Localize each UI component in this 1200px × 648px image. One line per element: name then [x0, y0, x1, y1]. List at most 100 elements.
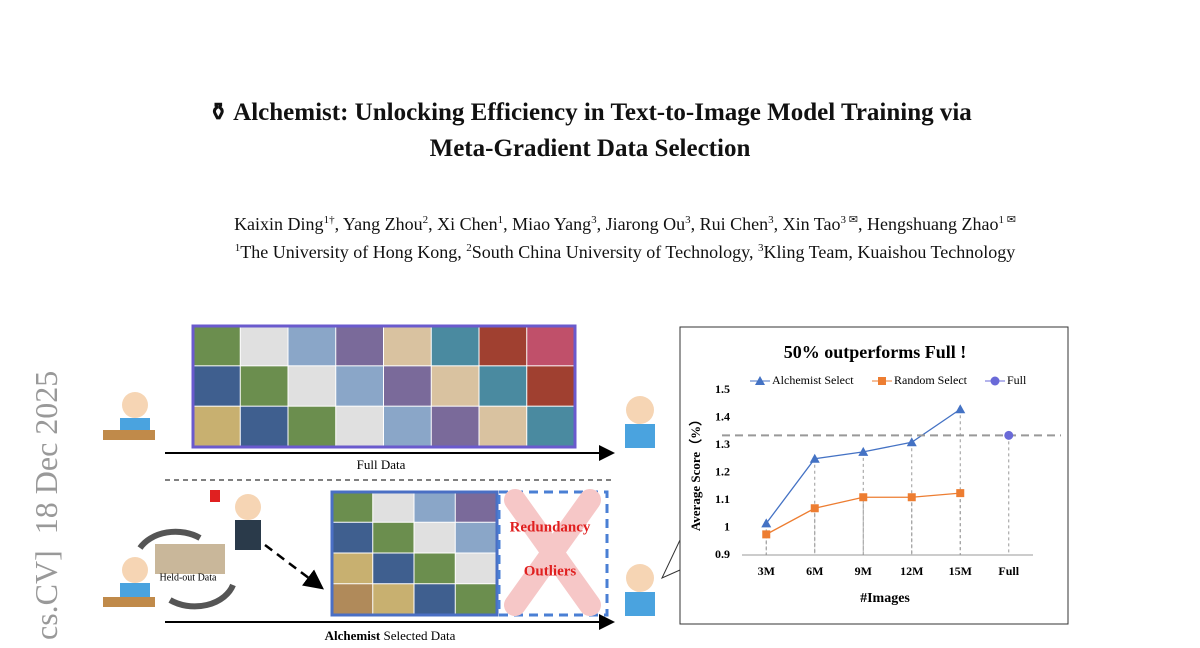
- label: Alchemist Selected Data: [325, 628, 456, 643]
- thumbnail: [332, 492, 373, 522]
- y-tick-label: 1.5: [715, 382, 730, 396]
- thumbnail: [479, 366, 527, 406]
- y-tick-label: 1: [724, 519, 730, 533]
- authors: Kaixin Ding1† Yang Zhou2 Xi Chen1 Miao Y…: [0, 213, 1200, 235]
- label-bold: Alchemist: [325, 628, 381, 643]
- marker: [809, 453, 820, 463]
- title-line: Meta-Gradient Data Selection: [429, 135, 751, 162]
- cycle-arrow: [168, 583, 236, 610]
- chart: 50% outperforms Full ! Average Score（%） #I…: [688, 342, 1061, 606]
- thumbnail: [336, 406, 383, 446]
- author-name: Kaixin Ding: [234, 214, 324, 234]
- thumbnail: [479, 326, 527, 366]
- thumbnail: [527, 326, 574, 366]
- cycle-arrow: [137, 528, 202, 550]
- label: Outliers: [524, 563, 577, 579]
- y-tick-label: 1.2: [715, 464, 730, 478]
- marker: [762, 530, 771, 539]
- thumbnail: [479, 406, 527, 446]
- chart-box: [679, 326, 1069, 625]
- thumbnail: [240, 406, 288, 446]
- person: [625, 564, 655, 616]
- author-name: Miao Yang: [512, 214, 592, 234]
- thumbnail: [288, 326, 336, 366]
- marker: [955, 404, 966, 414]
- thumbnail: [414, 553, 455, 584]
- label-rest: Selected Data: [384, 628, 456, 643]
- thumbnail: [414, 522, 455, 553]
- x-axis-label: #Images: [860, 591, 910, 606]
- author-name: Xi Chen: [437, 214, 498, 234]
- thumbnail: [384, 406, 431, 446]
- thumbnail: [332, 584, 373, 614]
- thumbnail: [336, 366, 383, 406]
- y-tick-label: 1.3: [715, 437, 730, 451]
- y-tick-label: 1.4: [715, 409, 730, 423]
- marker: [990, 376, 1000, 386]
- thumbnail: [414, 492, 455, 522]
- cross: [504, 489, 601, 616]
- author: Miao Yang3: [512, 214, 601, 234]
- y-tick-label: 1.1: [715, 492, 730, 506]
- aff-sup: 3: [757, 242, 764, 254]
- author-sup: 3: [685, 214, 691, 226]
- aff-name: Kling Team, Kuaishou Technology: [763, 242, 1016, 262]
- legend-label: Alchemist Select: [772, 373, 854, 387]
- aff-name: The University of Hong Kong: [240, 242, 458, 262]
- author-sup: 1†: [323, 214, 335, 226]
- marker: [859, 493, 868, 502]
- arrow: [264, 544, 324, 590]
- marker: [956, 489, 965, 498]
- author: Rui Chen3: [700, 214, 779, 234]
- thumbnail: [431, 366, 479, 406]
- x-tick-label: 15M: [949, 564, 972, 578]
- thumbnail: [193, 326, 240, 366]
- x-tick-label: 6M: [806, 564, 823, 578]
- author-name: Hengshuang Zhao: [867, 214, 999, 234]
- thumbnail: [155, 544, 225, 574]
- y-tick-label: 0.9: [715, 547, 730, 561]
- person: [210, 490, 261, 550]
- removed-box: [497, 490, 609, 617]
- x-tick-label: 9M: [855, 564, 872, 578]
- author-sup: 3: [591, 214, 597, 226]
- person: [103, 392, 155, 440]
- thumbnail: [193, 366, 240, 406]
- thumbnail: [240, 366, 288, 406]
- thumbnail: [336, 326, 383, 366]
- aff-sup: 1: [234, 242, 241, 254]
- affiliation: 3Kling Team, Kuaishou Technology: [758, 242, 1015, 262]
- thumbnail: [240, 326, 288, 366]
- thumbnail: [193, 406, 240, 446]
- chart-title: 50% outperforms Full !: [784, 342, 966, 362]
- thumbnail: [373, 553, 414, 584]
- author: Kaixin Ding1†: [234, 214, 339, 234]
- author-name: Jiarong Ou: [605, 214, 686, 234]
- thumbnail: [373, 522, 414, 553]
- thumbnail: [431, 326, 479, 366]
- person: [103, 557, 155, 607]
- thumbnail: [414, 584, 455, 614]
- thumbnail: [332, 553, 373, 584]
- thumbnail: [527, 406, 574, 446]
- thumbnail: [455, 584, 496, 614]
- image-panel: [191, 324, 577, 449]
- legend-label: Random Select: [894, 373, 968, 387]
- thumbnail: [288, 406, 336, 446]
- affiliation: 1The University of Hong Kong: [235, 242, 462, 262]
- y-axis-label: Average Score（%）: [688, 413, 703, 531]
- thumbnail: [431, 406, 479, 446]
- thumbnail: [384, 326, 431, 366]
- author-name: Rui Chen: [699, 214, 769, 234]
- thumbnail: [455, 492, 496, 522]
- thumbnail: [373, 492, 414, 522]
- label: Redundancy: [510, 519, 591, 535]
- legend-label: Full: [1007, 373, 1027, 387]
- person: [625, 396, 655, 448]
- marker: [810, 504, 819, 513]
- thumbnail: [288, 366, 336, 406]
- author-sup: 3: [768, 214, 774, 226]
- title: ⚱ Alchemist: Unlocking Efficiency in Tex…: [208, 99, 972, 126]
